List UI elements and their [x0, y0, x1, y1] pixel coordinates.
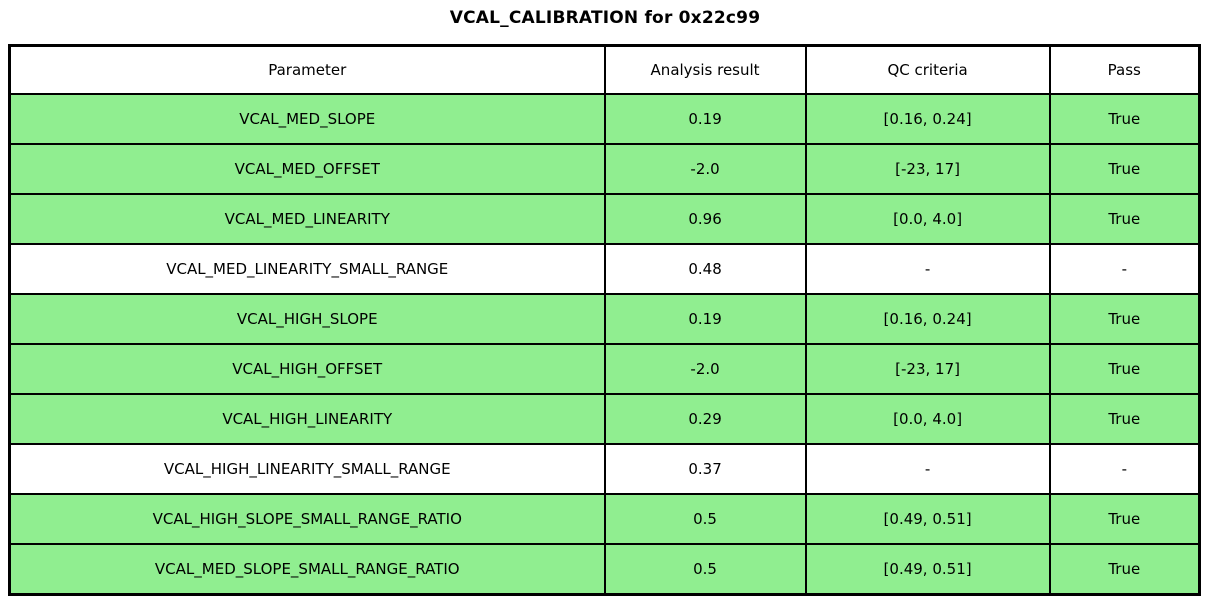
parameter-cell: VCAL_MED_LINEARITY — [8, 193, 606, 245]
analysis-result-cell: 0.5 — [603, 543, 807, 596]
analysis-result-cell: -2.0 — [603, 143, 807, 195]
pass-cell: True — [1048, 93, 1201, 145]
qc-criteria-cell: [0.49, 0.51] — [804, 493, 1051, 545]
pass-cell: True — [1048, 493, 1201, 545]
table-row: VCAL_HIGH_LINEARITY_SMALL_RANGE 0.37 - - — [8, 443, 1201, 495]
table-row: VCAL_HIGH_LINEARITY 0.29 [0.0, 4.0] True — [8, 393, 1201, 445]
table-row: VCAL_MED_LINEARITY 0.96 [0.0, 4.0] True — [8, 193, 1201, 245]
analysis-result-cell: 0.48 — [603, 243, 807, 295]
pass-cell: True — [1048, 343, 1201, 395]
qc-criteria-cell: [0.0, 4.0] — [804, 393, 1051, 445]
table-row: VCAL_MED_SLOPE 0.19 [0.16, 0.24] True — [8, 93, 1201, 145]
table-row: VCAL_MED_SLOPE_SMALL_RANGE_RATIO 0.5 [0.… — [8, 543, 1201, 596]
parameter-cell: VCAL_MED_OFFSET — [8, 143, 606, 195]
table-row: VCAL_HIGH_SLOPE_SMALL_RANGE_RATIO 0.5 [0… — [8, 493, 1201, 545]
pass-cell: True — [1048, 293, 1201, 345]
column-header: Analysis result — [603, 44, 807, 95]
pass-cell: True — [1048, 543, 1201, 596]
qc-table: Parameter Analysis result QC criteria Pass … — [8, 44, 1201, 596]
table-row: VCAL_HIGH_OFFSET -2.0 [-23, 17] True — [8, 343, 1201, 395]
analysis-result-cell: 0.29 — [603, 393, 807, 445]
parameter-cell: VCAL_MED_SLOPE — [8, 93, 606, 145]
analysis-result-cell: 0.19 — [603, 293, 807, 345]
parameter-cell: VCAL_MED_SLOPE_SMALL_RANGE_RATIO — [8, 543, 606, 596]
pass-cell: - — [1048, 443, 1201, 495]
analysis-result-cell: 0.96 — [603, 193, 807, 245]
page-title: VCAL_CALIBRATION for 0x22c99 — [449, 8, 761, 28]
analysis-result-cell: -2.0 — [603, 343, 807, 395]
analysis-result-cell: 0.37 — [603, 443, 807, 495]
analysis-result-cell: 0.19 — [603, 93, 807, 145]
column-header: QC criteria — [804, 44, 1051, 95]
column-header: Pass — [1048, 44, 1201, 95]
pass-cell: - — [1048, 243, 1201, 295]
table-body: VCAL_MED_SLOPE 0.19 [0.16, 0.24] True VC… — [8, 93, 1201, 596]
parameter-cell: VCAL_HIGH_LINEARITY — [8, 393, 606, 445]
analysis-result-cell: 0.5 — [603, 493, 807, 545]
table-row: VCAL_MED_LINEARITY_SMALL_RANGE 0.48 - - — [8, 243, 1201, 295]
parameter-cell: VCAL_HIGH_SLOPE — [8, 293, 606, 345]
parameter-cell: VCAL_HIGH_LINEARITY_SMALL_RANGE — [8, 443, 606, 495]
qc-criteria-cell: - — [804, 243, 1051, 295]
column-header: Parameter — [8, 44, 606, 95]
qc-criteria-cell: - — [804, 443, 1051, 495]
parameter-cell: VCAL_HIGH_SLOPE_SMALL_RANGE_RATIO — [8, 493, 606, 545]
parameter-cell: VCAL_MED_LINEARITY_SMALL_RANGE — [8, 243, 606, 295]
qc-criteria-cell: [-23, 17] — [804, 343, 1051, 395]
parameter-cell: VCAL_HIGH_OFFSET — [8, 343, 606, 395]
qc-criteria-cell: [0.49, 0.51] — [804, 543, 1051, 596]
pass-cell: True — [1048, 143, 1201, 195]
qc-criteria-cell: [0.16, 0.24] — [804, 93, 1051, 145]
table-row: VCAL_HIGH_SLOPE 0.19 [0.16, 0.24] True — [8, 293, 1201, 345]
qc-criteria-cell: [0.0, 4.0] — [804, 193, 1051, 245]
pass-cell: True — [1048, 393, 1201, 445]
header-row: Parameter Analysis result QC criteria Pass — [8, 44, 1201, 95]
table-row: VCAL_MED_OFFSET -2.0 [-23, 17] True — [8, 143, 1201, 195]
pass-cell: True — [1048, 193, 1201, 245]
qc-criteria-cell: [-23, 17] — [804, 143, 1051, 195]
table-header: Parameter Analysis result QC criteria Pass — [8, 44, 1201, 95]
qc-criteria-cell: [0.16, 0.24] — [804, 293, 1051, 345]
